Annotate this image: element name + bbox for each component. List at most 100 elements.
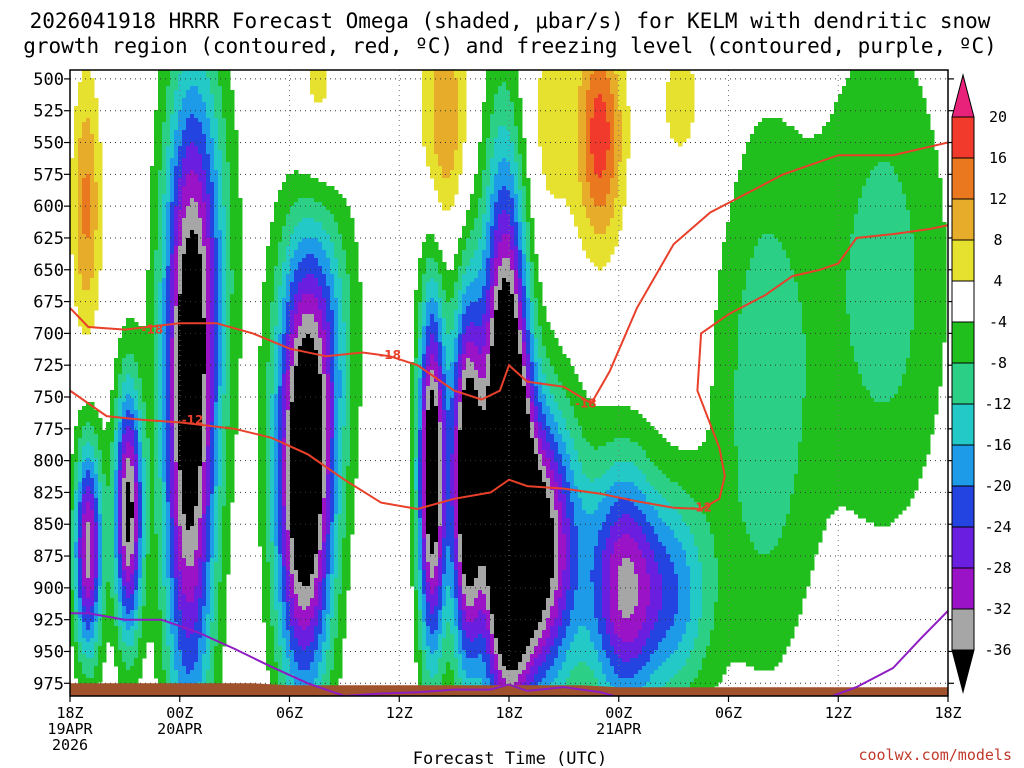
omega-cell [166,654,171,659]
omega-cell [146,614,151,619]
omega-cell [210,78,215,83]
omega-cell [174,530,179,535]
omega-cell [214,298,219,303]
omega-cell [174,298,179,303]
omega-cell [206,186,211,191]
omega-cell [82,526,87,531]
omega-cell [158,238,163,243]
omega-cell [146,482,151,487]
omega-cell [182,374,187,379]
omega-cell [94,670,99,675]
omega-cell [154,402,159,407]
omega-cell [86,210,91,215]
omega-cell [198,402,203,407]
omega-cell [82,522,87,527]
omega-cell [78,598,83,603]
omega-cell [170,538,175,543]
omega-cell [126,406,131,411]
omega-cell [166,214,171,219]
omega-cell [166,454,171,459]
omega-cell [206,354,211,359]
omega-cell [170,458,175,463]
omega-cell [210,550,215,555]
omega-cell [78,210,83,215]
omega-cell [106,554,111,559]
omega-cell [170,354,175,359]
omega-cell [174,74,179,79]
omega-cell [70,174,75,179]
omega-cell [122,622,127,627]
omega-cell [126,558,131,563]
omega-cell [146,322,151,327]
omega-cell [102,646,107,651]
omega-cell [74,666,79,671]
omega-cell [90,274,95,279]
omega-cell [198,558,203,563]
omega-cell [190,166,195,171]
omega-cell [222,582,227,587]
omega-cell [142,398,147,403]
omega-cell [166,494,171,499]
omega-cell [210,558,215,563]
omega-cell [134,538,139,543]
omega-cell [138,574,143,579]
omega-cell [198,474,203,479]
omega-cell [210,622,215,627]
omega-cell [150,502,155,507]
omega-cell [194,342,199,347]
omega-cell [162,386,167,391]
omega-cell [138,502,143,507]
omega-cell [110,482,115,487]
omega-cell [86,166,91,171]
omega-cell [218,658,223,663]
omega-cell [134,622,139,627]
omega-cell [78,150,83,155]
omega-cell [190,178,195,183]
omega-cell [74,502,79,507]
omega-cell [226,238,231,243]
omega-cell [90,162,95,167]
omega-cell [210,430,215,435]
omega-cell [170,218,175,223]
omega-cell [122,606,127,611]
omega-cell [74,282,79,287]
omega-cell [158,206,163,211]
omega-cell [114,618,119,623]
omega-cell [194,186,199,191]
omega-cell [134,486,139,491]
omega-cell [218,654,223,659]
omega-cell [186,490,191,495]
omega-cell [182,678,187,683]
omega-cell [70,178,75,183]
omega-cell [218,242,223,247]
omega-cell [206,674,211,679]
omega-cell [82,90,87,95]
omega-cell [178,482,183,487]
omega-cell [146,606,151,611]
omega-cell [198,598,203,603]
omega-cell [190,334,195,339]
omega-cell [110,618,115,623]
omega-cell [222,370,227,375]
omega-cell [162,242,167,247]
omega-cell [98,470,103,475]
omega-cell [94,190,99,195]
omega-cell [86,442,91,447]
omega-cell [170,498,175,503]
omega-cell [202,142,207,147]
omega-cell [190,350,195,355]
omega-cell [82,490,87,495]
omega-cell [110,558,115,563]
omega-cell [150,546,155,551]
omega-cell [206,406,211,411]
omega-cell [134,430,139,435]
omega-cell [218,550,223,555]
omega-cell [162,130,167,135]
omega-cell [138,638,143,643]
omega-cell [198,130,203,135]
omega-cell [186,514,191,519]
omega-cell [82,654,87,659]
omega-cell [198,74,203,79]
omega-cell [146,282,151,287]
omega-cell [162,98,167,103]
